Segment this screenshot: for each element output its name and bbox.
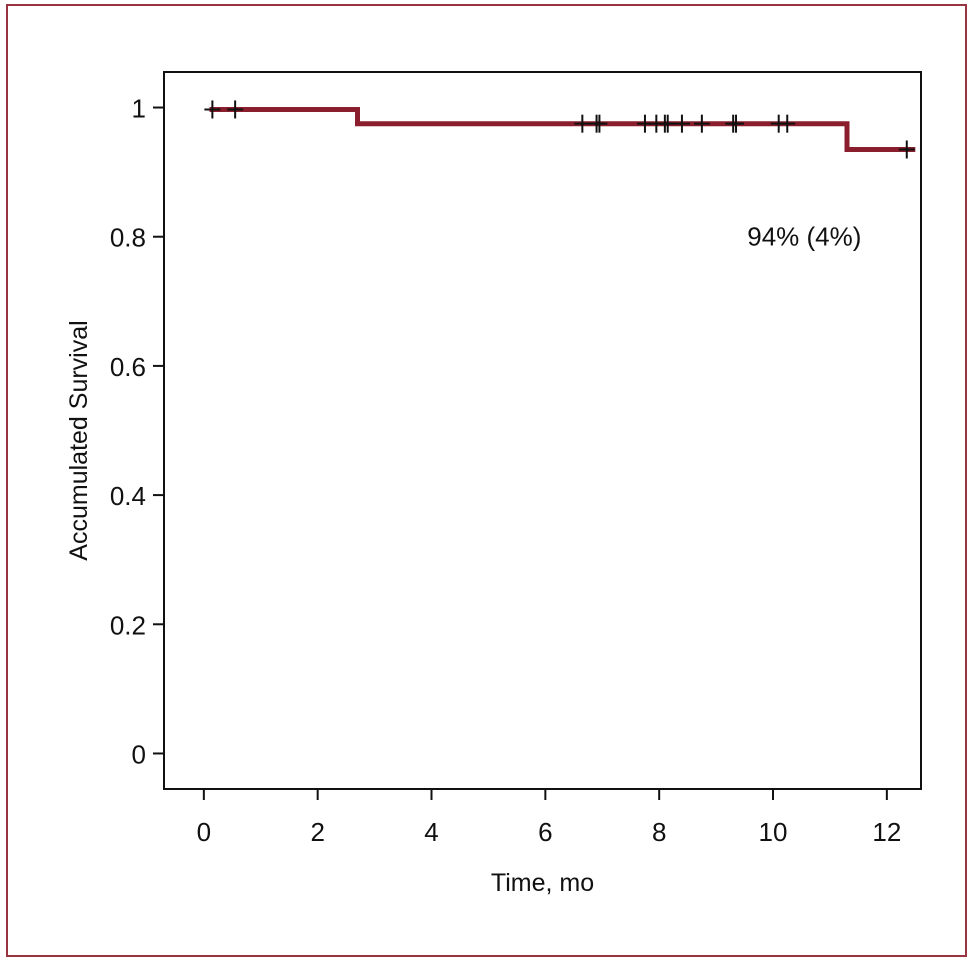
x-axis-label: Time, mo bbox=[491, 869, 594, 897]
x-tick-label: 12 bbox=[872, 817, 901, 847]
censor-mark bbox=[227, 100, 244, 119]
y-tick-label: 0.2 bbox=[110, 610, 146, 640]
censor-mark bbox=[659, 114, 676, 133]
censor-mark bbox=[574, 114, 591, 133]
y-tick-label: 0.4 bbox=[110, 481, 146, 511]
y-tick-label: 0.6 bbox=[110, 352, 146, 382]
y-tick-label: 0 bbox=[132, 739, 146, 769]
x-tick-label: 6 bbox=[538, 817, 552, 847]
figure-frame bbox=[6, 4, 967, 957]
plot-area bbox=[163, 71, 922, 790]
survival-curve bbox=[209, 107, 916, 152]
y-tick-label: 0.8 bbox=[110, 223, 146, 253]
x-tick-label: 2 bbox=[310, 817, 324, 847]
annotations: 94% (4%) bbox=[747, 222, 861, 252]
x-axis: 0 2 4 6 8 10 12 bbox=[197, 789, 901, 847]
censor-mark bbox=[728, 114, 745, 133]
survival-annotation: 94% (4%) bbox=[747, 222, 861, 252]
censor-mark bbox=[204, 100, 221, 119]
y-axis: 0 0.2 0.4 0.6 0.8 1 bbox=[110, 94, 164, 769]
y-tick-label: 1 bbox=[132, 94, 146, 124]
x-tick-label: 8 bbox=[652, 817, 666, 847]
censor-marks bbox=[204, 100, 915, 159]
censor-mark bbox=[779, 114, 796, 133]
censor-mark bbox=[898, 140, 915, 159]
x-tick-label: 4 bbox=[424, 817, 438, 847]
x-tick-label: 0 bbox=[197, 817, 211, 847]
censor-mark bbox=[693, 114, 710, 133]
x-tick-label: 10 bbox=[759, 817, 788, 847]
censor-mark bbox=[673, 114, 690, 133]
y-axis-label: Accumulated Survival bbox=[65, 320, 93, 560]
censor-mark bbox=[591, 114, 608, 133]
